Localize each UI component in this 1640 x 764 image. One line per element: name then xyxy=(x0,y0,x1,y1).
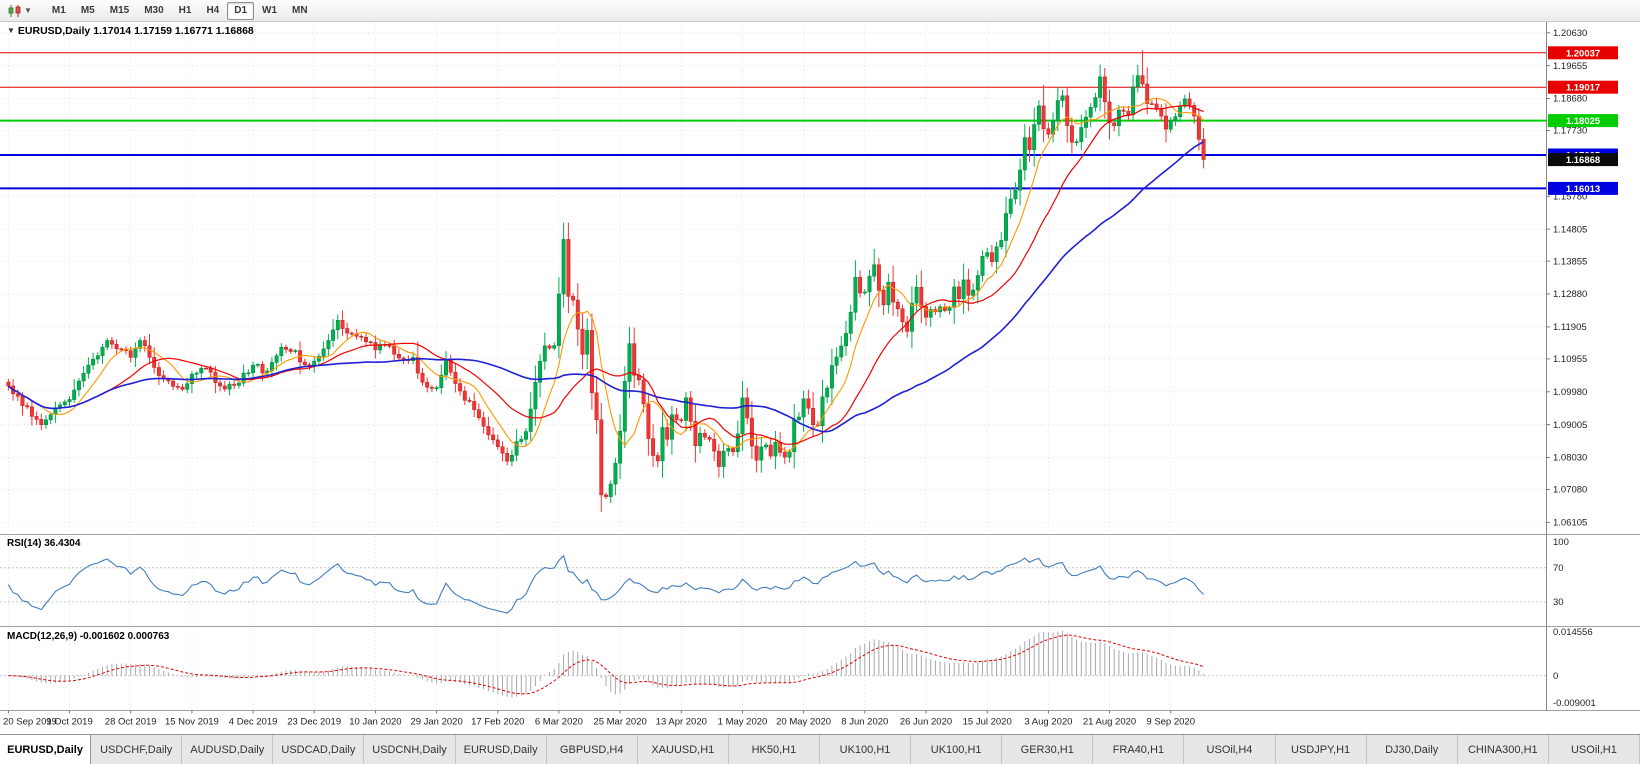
svg-text:1.08030: 1.08030 xyxy=(1553,453,1587,464)
chart-svg[interactable]: 1.20630 1.19655 1.18680 1.17730 1.15780 1.148… xyxy=(0,22,1640,734)
timeframe-button-mn[interactable]: MN xyxy=(292,4,308,16)
svg-text:1.20630: 1.20630 xyxy=(1553,28,1587,39)
timeframe-button-d1[interactable]: D1 xyxy=(227,1,255,20)
svg-text:21 Aug 2020: 21 Aug 2020 xyxy=(1083,717,1136,728)
timeframe-button-w1[interactable]: W1 xyxy=(262,4,278,16)
svg-text:1 May 2020: 1 May 2020 xyxy=(718,717,768,728)
chart-tab-usdjpy-h1-14[interactable]: USDJPY,H1 xyxy=(1276,735,1367,764)
svg-text:15 Nov 2019: 15 Nov 2019 xyxy=(165,717,219,728)
timeframe-button-m30[interactable]: M30 xyxy=(144,4,164,16)
svg-text:1.15780: 1.15780 xyxy=(1553,192,1587,203)
chevron-down-icon: ▼ xyxy=(24,6,32,15)
timeframe-button-m1[interactable]: M1 xyxy=(51,4,66,16)
timeframe-button-m5[interactable]: M5 xyxy=(80,4,95,16)
svg-text:0.014556: 0.014556 xyxy=(1553,627,1593,638)
timeframe-button-h4[interactable]: H4 xyxy=(206,4,220,16)
chart-window: 1.20630 1.19655 1.18680 1.17730 1.15780 1.148… xyxy=(0,22,1640,734)
svg-text:1.16013: 1.16013 xyxy=(1566,184,1600,195)
svg-text:17 Feb 2020: 17 Feb 2020 xyxy=(471,717,524,728)
chart-tab-gbpusd-h4-6[interactable]: GBPUSD,H4 xyxy=(547,735,638,764)
chart-tab-china300-h1-16[interactable]: CHINA300,H1 xyxy=(1458,735,1549,764)
chart-tab-dj30-daily-15[interactable]: DJ30,Daily xyxy=(1367,735,1458,764)
timeframe-button-h1[interactable]: H1 xyxy=(178,4,192,16)
svg-text:1.11905: 1.11905 xyxy=(1553,322,1587,333)
svg-text:1.14805: 1.14805 xyxy=(1553,224,1587,235)
chart-tab-eurusd-daily-5[interactable]: EURUSD,Daily xyxy=(456,735,547,764)
svg-text:28 Oct 2019: 28 Oct 2019 xyxy=(105,717,157,728)
svg-text:100: 100 xyxy=(1553,537,1569,548)
svg-text:0: 0 xyxy=(1553,671,1558,682)
chart-tab-eurusd-daily-0[interactable]: EURUSD,Daily xyxy=(0,735,92,764)
svg-text:1.19017: 1.19017 xyxy=(1566,83,1600,94)
panel-separators[interactable] xyxy=(0,22,1640,711)
timeframe-toolbar: ▼ M1 M5 M15 M30 H1 H4 D1 W1 MN xyxy=(0,0,1640,22)
svg-text:29 Jan 2020: 29 Jan 2020 xyxy=(410,717,462,728)
chart-type-button[interactable]: ▼ xyxy=(4,4,36,18)
chart-tab-ger30-h1-11[interactable]: GER30,H1 xyxy=(1002,735,1094,764)
svg-text:1.19655: 1.19655 xyxy=(1553,61,1587,72)
chart-tab-usdchf-daily-1[interactable]: USDCHF,Daily xyxy=(91,735,183,764)
chart-tab-fra40-h1-12[interactable]: FRA40,H1 xyxy=(1093,735,1185,764)
svg-text:20 Sep 2019: 20 Sep 2019 xyxy=(3,717,57,728)
chart-tab-uk100-h1-9[interactable]: UK100,H1 xyxy=(820,735,912,764)
chart-tab-uk100-h1-10[interactable]: UK100,H1 xyxy=(911,735,1003,764)
macd-signal-line xyxy=(8,634,1204,695)
svg-text:26 Jun 2020: 26 Jun 2020 xyxy=(900,717,952,728)
svg-text:1.09980: 1.09980 xyxy=(1553,387,1587,398)
ma-mid-line xyxy=(8,104,1204,445)
chart-tab-usoil-h4-13[interactable]: USOil,H4 xyxy=(1184,735,1276,764)
svg-text:1.16868: 1.16868 xyxy=(1566,155,1600,166)
candlestick-chart-icon xyxy=(8,4,21,17)
svg-text:1.20037: 1.20037 xyxy=(1566,48,1600,59)
price-scale[interactable]: 1.20630 1.19655 1.18680 1.17730 1.15780 1.148… xyxy=(1546,28,1618,709)
svg-text:1.06105: 1.06105 xyxy=(1553,518,1587,529)
candles-layer xyxy=(6,50,1206,512)
horizontal-lines-layer[interactable] xyxy=(0,52,1546,190)
chart-tab-audusd-daily-2[interactable]: AUDUSD,Daily xyxy=(182,735,274,764)
svg-text:1.18680: 1.18680 xyxy=(1553,94,1587,105)
rsi-panel xyxy=(0,554,1546,614)
svg-text:10 Jan 2020: 10 Jan 2020 xyxy=(349,717,401,728)
svg-text:4 Dec 2019: 4 Dec 2019 xyxy=(229,717,278,728)
svg-text:15 Jul 2020: 15 Jul 2020 xyxy=(963,717,1012,728)
svg-text:1.17730: 1.17730 xyxy=(1553,126,1587,137)
ma-slow-line xyxy=(7,141,1204,433)
svg-text:1.18025: 1.18025 xyxy=(1566,116,1601,127)
svg-text:23 Dec 2019: 23 Dec 2019 xyxy=(287,717,341,728)
svg-text:20 May 2020: 20 May 2020 xyxy=(776,717,831,728)
chart-tab-usoil-h1-17[interactable]: USOil,H1 xyxy=(1549,735,1640,764)
svg-text:3 Aug 2020: 3 Aug 2020 xyxy=(1024,717,1072,728)
chart-tabs-bar: EURUSD,Daily USDCHF,Daily AUDUSD,Daily USDC… xyxy=(0,734,1640,764)
svg-text:13 Apr 2020: 13 Apr 2020 xyxy=(656,717,707,728)
svg-text:1.12880: 1.12880 xyxy=(1553,289,1587,300)
macd-panel xyxy=(0,631,1546,698)
chart-tab-hk50-h1-8[interactable]: HK50,H1 xyxy=(729,735,820,764)
svg-text:1.13855: 1.13855 xyxy=(1553,256,1587,267)
macd-histogram xyxy=(12,631,1205,698)
timeframe-button-m15[interactable]: M15 xyxy=(109,4,130,16)
chart-canvas[interactable]: 1.20630 1.19655 1.18680 1.17730 1.15780 1.148… xyxy=(0,22,1640,734)
svg-text:30: 30 xyxy=(1553,597,1564,608)
svg-text:9 Sep 2020: 9 Sep 2020 xyxy=(1146,717,1195,728)
chart-tab-usdcnh-daily-4[interactable]: USDCNH,Daily xyxy=(364,735,456,764)
svg-text:6 Mar 2020: 6 Mar 2020 xyxy=(535,717,583,728)
svg-text:1.07080: 1.07080 xyxy=(1553,485,1587,496)
svg-text:1.09005: 1.09005 xyxy=(1553,420,1587,431)
chart-tab-xauusd-h1-7[interactable]: XAUUSD,H1 xyxy=(638,735,729,764)
chart-tab-usdcad-daily-3[interactable]: USDCAD,Daily xyxy=(273,735,365,764)
svg-text:9 Oct 2019: 9 Oct 2019 xyxy=(46,717,92,728)
rsi-line xyxy=(7,554,1204,614)
svg-text:8 Jun 2020: 8 Jun 2020 xyxy=(841,717,888,728)
svg-text:25 Mar 2020: 25 Mar 2020 xyxy=(593,717,646,728)
svg-text:-0.009001: -0.009001 xyxy=(1553,698,1596,709)
svg-text:70: 70 xyxy=(1553,563,1564,574)
svg-text:1.10955: 1.10955 xyxy=(1553,354,1587,365)
